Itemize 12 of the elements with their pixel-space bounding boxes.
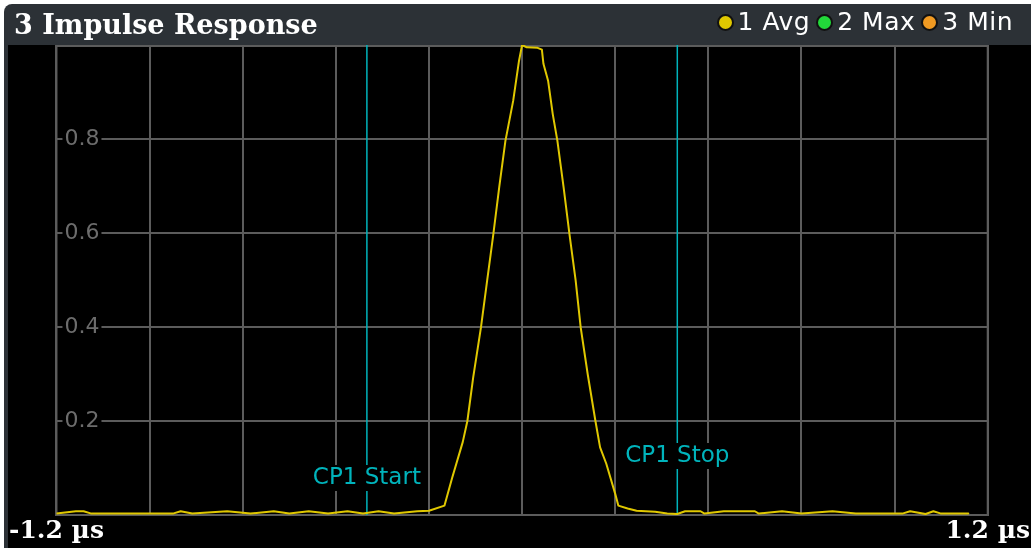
y-tick-label: 0.4 bbox=[64, 312, 100, 338]
y-tick-label: 0.6 bbox=[64, 218, 100, 244]
legend-label: 1 Avg bbox=[737, 7, 811, 37]
ref-line-label: CP1 Start bbox=[312, 462, 421, 489]
x-tick-label: 1.2 µs bbox=[945, 514, 1030, 544]
x-tick-label: -1.2 µs bbox=[9, 514, 104, 544]
chart-title: 3 Impulse Response bbox=[14, 8, 318, 42]
y-tick-label: 0.8 bbox=[64, 124, 100, 150]
ref-line-label: CP1 Stop bbox=[625, 440, 730, 467]
legend-label: 2 Max bbox=[837, 7, 916, 37]
legend-label: 3 Min bbox=[942, 7, 1013, 37]
y-tick-label: 0.2 bbox=[64, 406, 100, 432]
